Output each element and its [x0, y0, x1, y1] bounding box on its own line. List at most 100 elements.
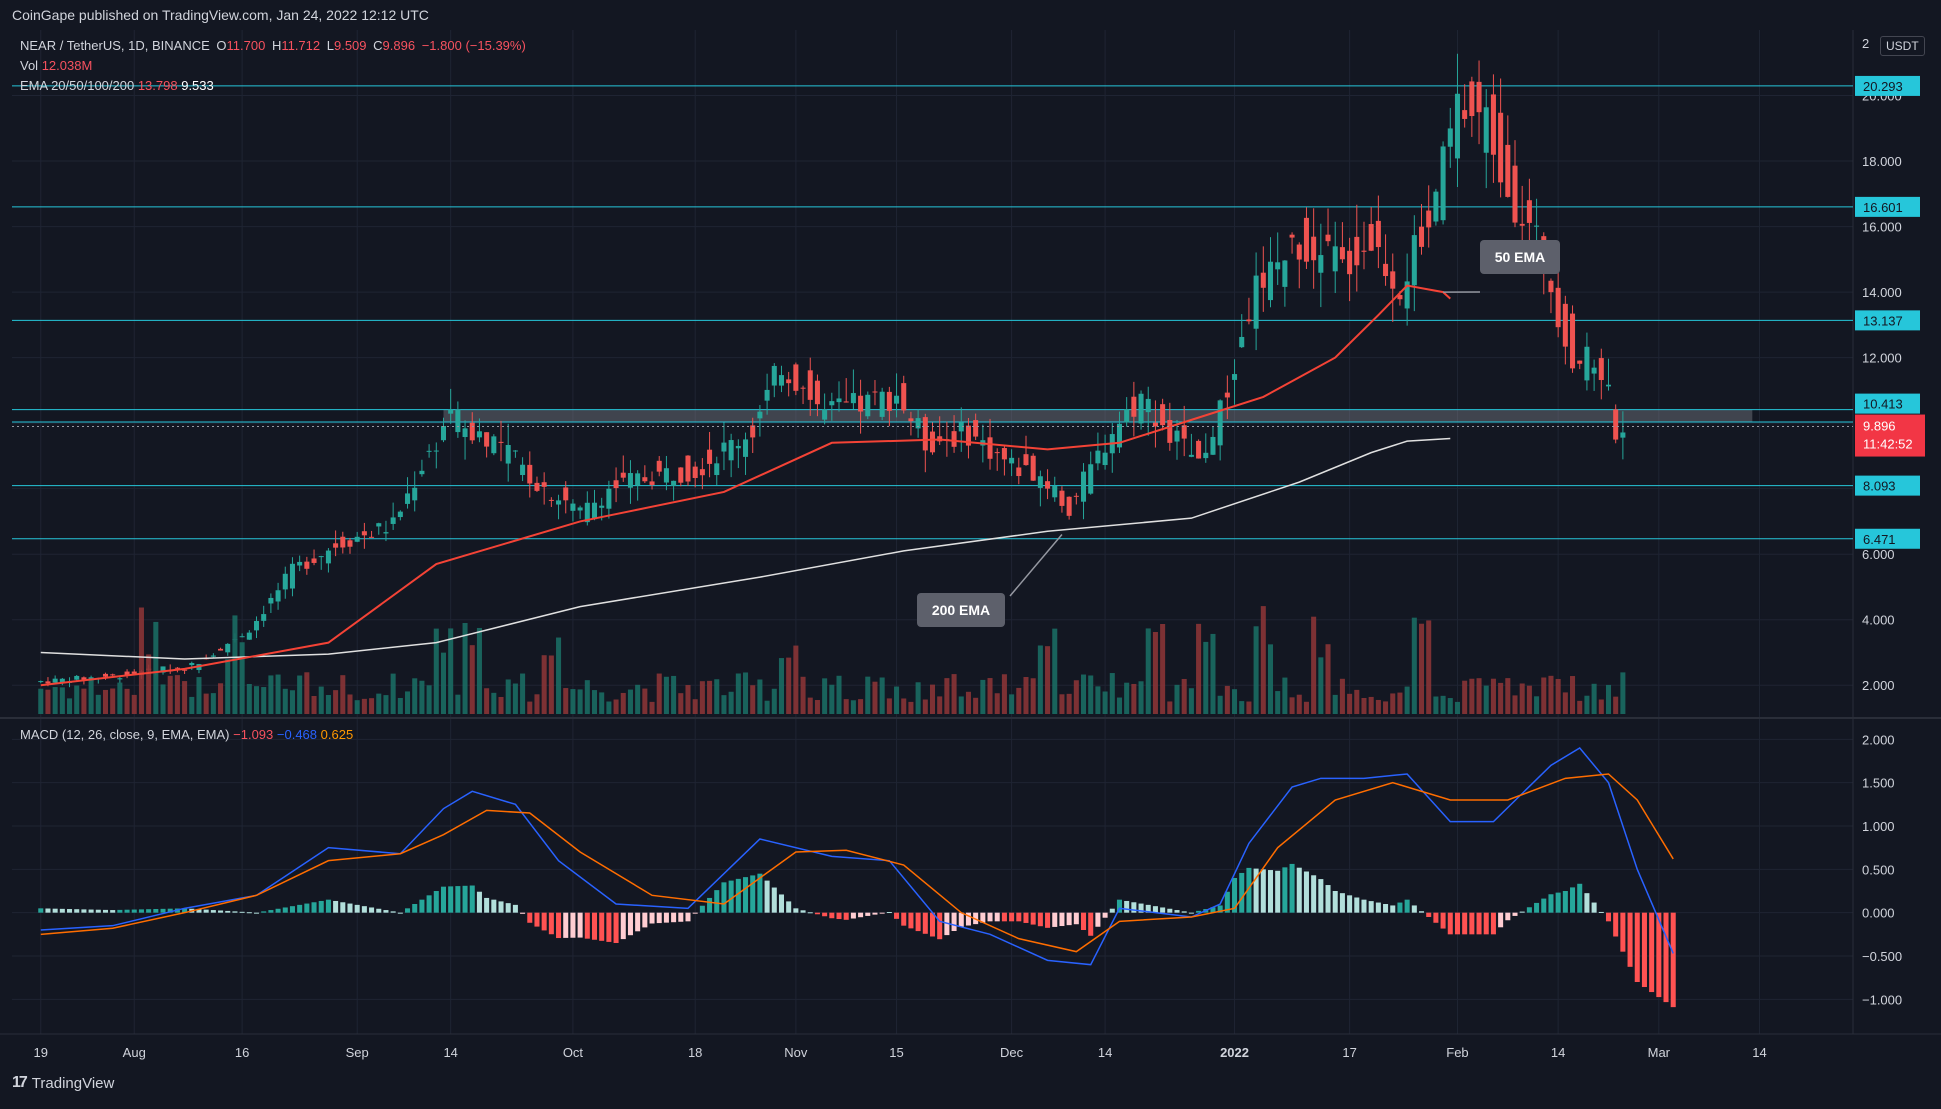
macd-hist-bar [1081, 913, 1086, 930]
candle-body [815, 381, 820, 405]
macd-hist-bar [455, 886, 460, 913]
candle-body [362, 531, 367, 535]
volume-label[interactable]: Vol [20, 58, 38, 73]
macd-hist-bar [347, 904, 352, 913]
candle-body [887, 392, 892, 411]
candle-body [757, 412, 762, 419]
volume-bar [1527, 686, 1532, 714]
macd-tick-label: 1.500 [1862, 776, 1895, 791]
macd-label[interactable]: MACD (12, 26, close, 9, EMA, EMA) [20, 727, 230, 742]
macd-legend: MACD (12, 26, close, 9, EMA, EMA) −1.093… [20, 727, 353, 742]
candle-body [628, 473, 633, 488]
macd-hist-bar [312, 902, 317, 912]
candle-body [700, 469, 705, 475]
candle-body [1225, 393, 1230, 398]
candle-body [1218, 400, 1223, 445]
volume-bar [1131, 684, 1136, 714]
macd-hist-bar [585, 913, 590, 939]
macd-hist-bar [570, 913, 575, 938]
macd-hist-bar [506, 903, 511, 913]
candle-body [110, 674, 115, 675]
macd-hist-bar [743, 877, 748, 913]
volume-bar [1160, 624, 1165, 714]
macd-hist-bar [1074, 913, 1079, 925]
macd-hist-bar [872, 913, 877, 915]
candle-body [772, 366, 777, 386]
volume-bar [247, 684, 252, 714]
ema-label[interactable]: EMA 20/50/100/200 [20, 78, 134, 93]
open-value: 11.700 [227, 38, 266, 53]
volume-bar [168, 676, 173, 714]
tradingview-brand[interactable]: 17 TradingView [12, 1074, 114, 1092]
candle-body [1239, 337, 1244, 347]
symbol-name[interactable]: NEAR / TetherUS, 1D, BINANCE [20, 38, 210, 53]
macd-line-value: −0.468 [277, 727, 317, 742]
time-tick-label: 14 [1752, 1045, 1766, 1060]
price-tick-label: 2.000 [1862, 678, 1895, 693]
level-badge-text: 8.093 [1863, 479, 1896, 494]
macd-hist-bar [340, 902, 345, 912]
macd-hist-bar [1527, 907, 1532, 912]
macd-tick-label: 2.000 [1862, 732, 1895, 747]
volume-legend: Vol 12.038M [20, 58, 92, 73]
macd-hist-bar [793, 908, 798, 912]
candle-body [1052, 486, 1057, 497]
volume-bar [103, 690, 108, 714]
time-tick-label: Nov [784, 1045, 808, 1060]
macd-hist-bar [1426, 913, 1431, 917]
candle-body [1599, 358, 1604, 380]
high-label: H [272, 38, 281, 53]
volume-bar [175, 675, 180, 714]
candle-body [225, 644, 230, 652]
macd-hist-bar [1002, 913, 1007, 922]
candle-body [45, 681, 50, 683]
price-tick-label: 6.000 [1862, 547, 1895, 562]
candle-body [606, 489, 611, 509]
countdown-text: 11:42:52 [1863, 437, 1913, 452]
candle-body [750, 425, 755, 437]
candle-body [304, 562, 309, 569]
low-label: L [327, 38, 334, 53]
macd-hist-bar [930, 913, 935, 937]
macd-hist-bar [1484, 913, 1489, 935]
candles [38, 54, 1625, 687]
candle-body [1512, 166, 1517, 223]
macd-hist-bar [463, 886, 468, 913]
macd-hist-bar [103, 910, 108, 913]
macd-hist-bar [858, 913, 863, 918]
volume-bar [729, 692, 734, 714]
candle-body [240, 636, 245, 637]
volume-bar [1088, 675, 1093, 714]
macd-hist-bar [1462, 913, 1467, 935]
volume-bar [1397, 693, 1402, 714]
volume-bar [721, 695, 726, 714]
volume-bar [578, 689, 583, 714]
volume-bar [858, 699, 863, 714]
volume-bar [952, 674, 957, 714]
macd-hist-bar [355, 905, 360, 913]
macd-hist-bar [1153, 906, 1158, 913]
volume-bar [808, 698, 813, 714]
volume-bar [498, 697, 503, 714]
candle-body [1448, 128, 1453, 146]
volume-bar [1167, 701, 1172, 714]
volume-bar [650, 702, 655, 714]
volume-bar [657, 674, 662, 714]
currency-unit-badge[interactable]: USDT [1880, 36, 1925, 56]
macd-hist-bar [995, 913, 1000, 922]
volume-bar [527, 702, 532, 714]
volume-bar [290, 690, 295, 714]
candle-body [995, 452, 1000, 453]
candle-body [858, 396, 863, 412]
candle-body [786, 379, 791, 383]
volume-bar [434, 629, 439, 714]
volume-bar [125, 689, 130, 714]
volume-bar [628, 690, 633, 714]
volume-bar [1548, 676, 1553, 714]
macd-hist-bar [110, 910, 115, 913]
macd-hist-bar [448, 886, 453, 912]
macd-hist-bar [297, 905, 302, 913]
candle-body [1347, 251, 1352, 274]
